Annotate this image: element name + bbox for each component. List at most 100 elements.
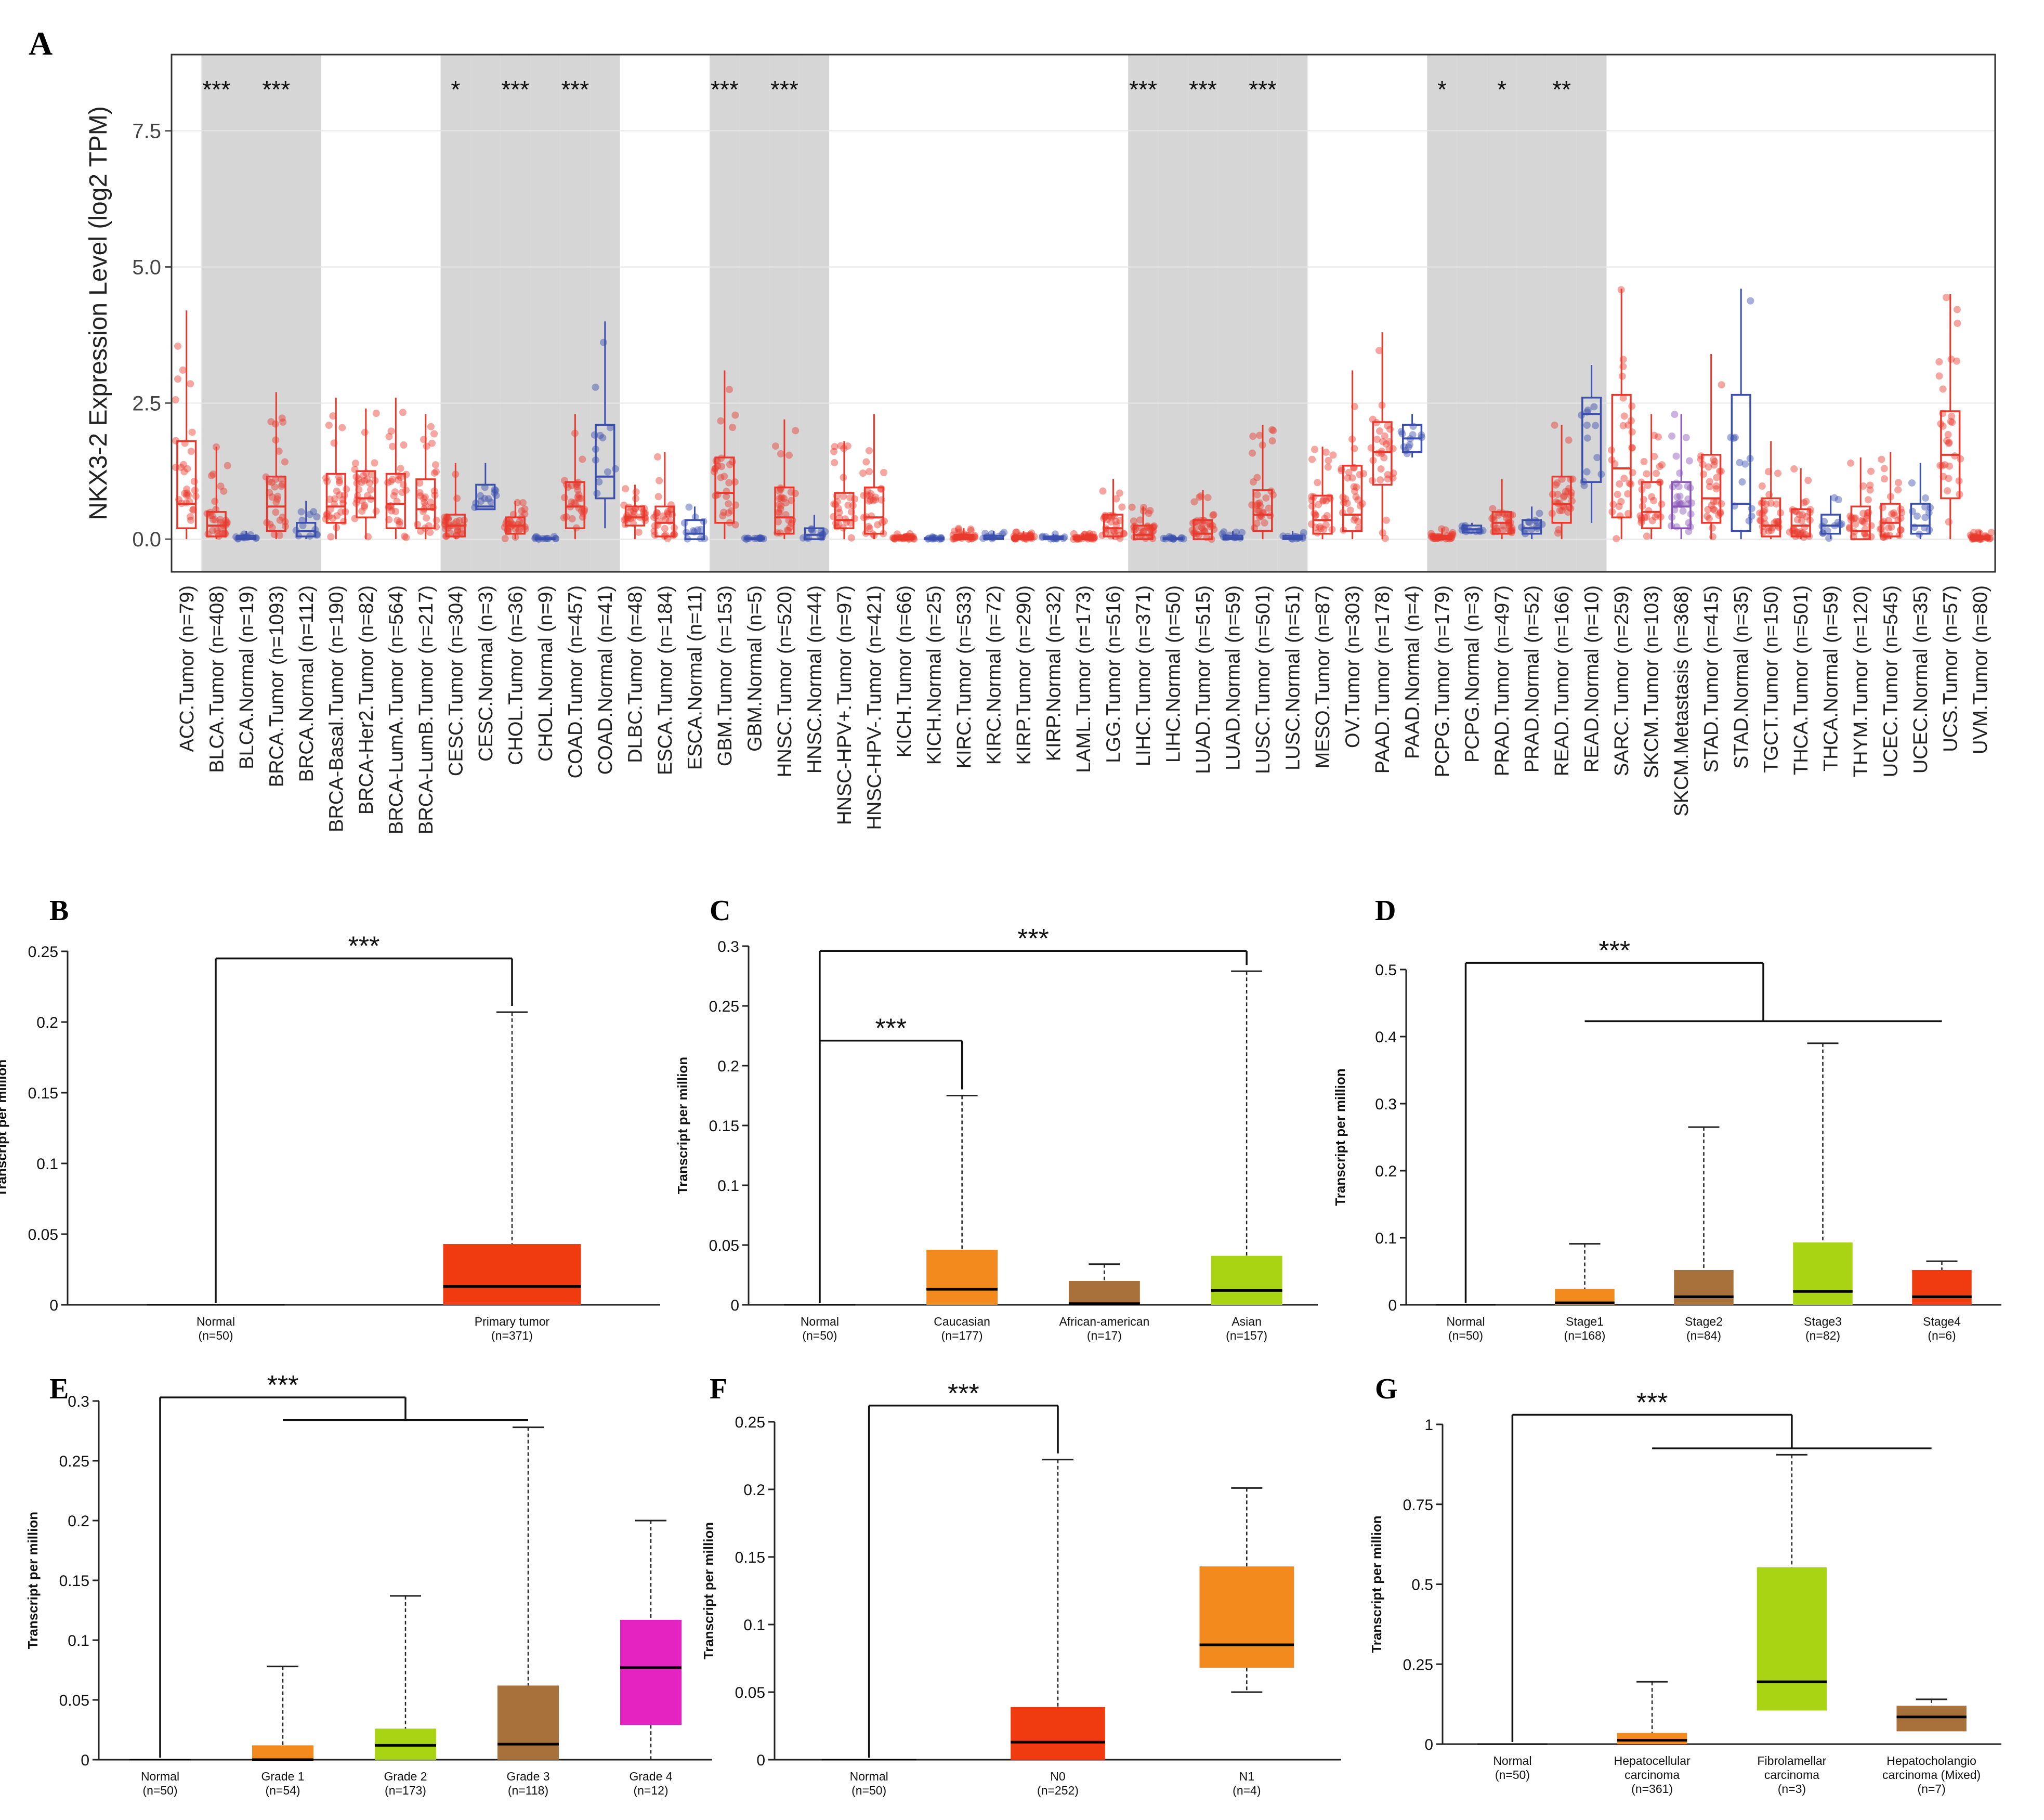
box-iqr	[443, 1244, 581, 1305]
x-tick-label-line: carcinoma (Mixed)	[1882, 1768, 1981, 1782]
data-point	[837, 442, 845, 450]
x-tick-label: Grade 4	[629, 1770, 672, 1783]
data-point	[1765, 527, 1773, 535]
data-point	[1628, 402, 1636, 410]
box-iqr	[1551, 475, 1572, 524]
data-point	[1710, 497, 1718, 505]
x-tick-label: BRCA-Her2.Tumor (n=82)	[356, 585, 377, 815]
data-point	[313, 513, 321, 521]
x-tick-label: Grade 3	[506, 1770, 549, 1783]
data-point	[1672, 452, 1680, 460]
data-point	[1970, 529, 1977, 536]
data-point	[278, 414, 286, 422]
x-tick-count: (n=50)	[198, 1329, 233, 1342]
y-tick-label: 0.25	[735, 1414, 765, 1431]
box-group-2: African-american(n=17)	[1059, 1263, 1149, 1342]
box-32: *** LIHC.Tumor (n=371)	[1128, 76, 1158, 766]
data-point	[1953, 357, 1961, 365]
x-tick-label: UVM.Tumor (n=80)	[1970, 585, 1991, 754]
data-point	[1343, 500, 1351, 507]
data-point	[1626, 479, 1633, 487]
data-point	[1220, 528, 1228, 536]
data-point	[1373, 436, 1381, 443]
box-47: READ.Normal (n=10)	[1578, 365, 1605, 772]
box-42: * PCPG.Tumor (n=179)	[1427, 76, 1457, 777]
data-point	[1554, 529, 1562, 537]
data-point	[1628, 444, 1636, 452]
data-point	[1791, 527, 1799, 534]
data-point	[1943, 294, 1950, 302]
data-point	[1553, 479, 1561, 487]
data-point	[180, 468, 188, 476]
box-34: *** LUAD.Tumor (n=515)	[1188, 76, 1218, 774]
data-point	[1554, 490, 1562, 498]
data-point	[1705, 515, 1713, 522]
y-axis-label: Transcript per million	[1369, 1515, 1384, 1653]
box-group-4: Stage4(n=6)	[1912, 1260, 1972, 1342]
x-tick-label: STAD.Normal (n=35)	[1731, 585, 1752, 769]
data-point	[272, 499, 280, 506]
data-point	[772, 442, 780, 450]
data-point	[1679, 507, 1687, 515]
data-point	[1583, 421, 1591, 429]
data-point	[1381, 534, 1389, 542]
data-point	[1564, 488, 1572, 495]
data-point	[1921, 514, 1929, 521]
data-point	[632, 495, 640, 503]
data-point	[809, 527, 817, 535]
x-tick-label: OV.Tumor (n=303)	[1342, 585, 1364, 748]
data-point	[1536, 509, 1543, 517]
data-point	[1880, 465, 1888, 473]
box-iqr	[804, 527, 825, 540]
data-point	[399, 409, 407, 416]
data-point	[777, 502, 785, 510]
data-point	[1888, 510, 1896, 518]
data-point	[775, 501, 783, 509]
y-tick-label: 0.2	[36, 1014, 58, 1031]
data-point	[1758, 482, 1766, 490]
data-point	[860, 492, 868, 500]
box-53: TGCT.Tumor (n=150)	[1756, 441, 1784, 773]
x-tick-label: Asian	[1231, 1315, 1262, 1328]
data-point	[1238, 529, 1246, 536]
data-point	[216, 519, 224, 527]
data-point	[1648, 493, 1656, 501]
data-point	[1710, 461, 1718, 469]
data-point	[414, 520, 422, 528]
data-point	[432, 468, 440, 476]
data-point	[1619, 422, 1627, 429]
y-tick-label: 0.2	[1375, 1163, 1397, 1180]
data-point	[593, 490, 601, 497]
data-point	[268, 523, 276, 531]
x-tick-label: HNSC.Tumor (n=520)	[774, 585, 796, 777]
data-point	[1793, 516, 1801, 524]
data-point	[401, 532, 409, 540]
box-iqr	[1850, 505, 1871, 540]
data-point	[835, 508, 843, 516]
box-group-2: N1(n=4)	[1199, 1487, 1294, 1797]
box-iqr	[1103, 514, 1124, 538]
data-point	[1558, 506, 1566, 514]
data-point	[777, 450, 784, 457]
data-point	[775, 508, 783, 516]
x-tick-label: PAAD.Tumor (n=178)	[1372, 585, 1394, 774]
data-point	[336, 491, 344, 499]
data-point	[455, 517, 463, 525]
data-point	[1643, 470, 1650, 478]
data-point	[213, 526, 221, 534]
data-point	[387, 478, 395, 486]
data-point	[423, 442, 430, 450]
data-point	[844, 501, 852, 509]
data-point	[1797, 528, 1804, 536]
x-tick-label-line: N1	[1239, 1770, 1254, 1783]
data-point	[1640, 496, 1647, 504]
data-point	[1253, 519, 1261, 527]
data-point	[1269, 491, 1277, 499]
box-11: *** CHOL.Tumor (n=36)	[501, 76, 529, 765]
y-tick-label: 0	[81, 1752, 89, 1769]
data-point	[183, 489, 191, 497]
box-group-3: Stage3(n=82)	[1793, 1042, 1853, 1342]
data-point	[1938, 462, 1946, 469]
data-point	[396, 520, 403, 528]
box-group-2: Fibrolamellar carcinoma(n=3)	[1757, 1454, 1827, 1796]
